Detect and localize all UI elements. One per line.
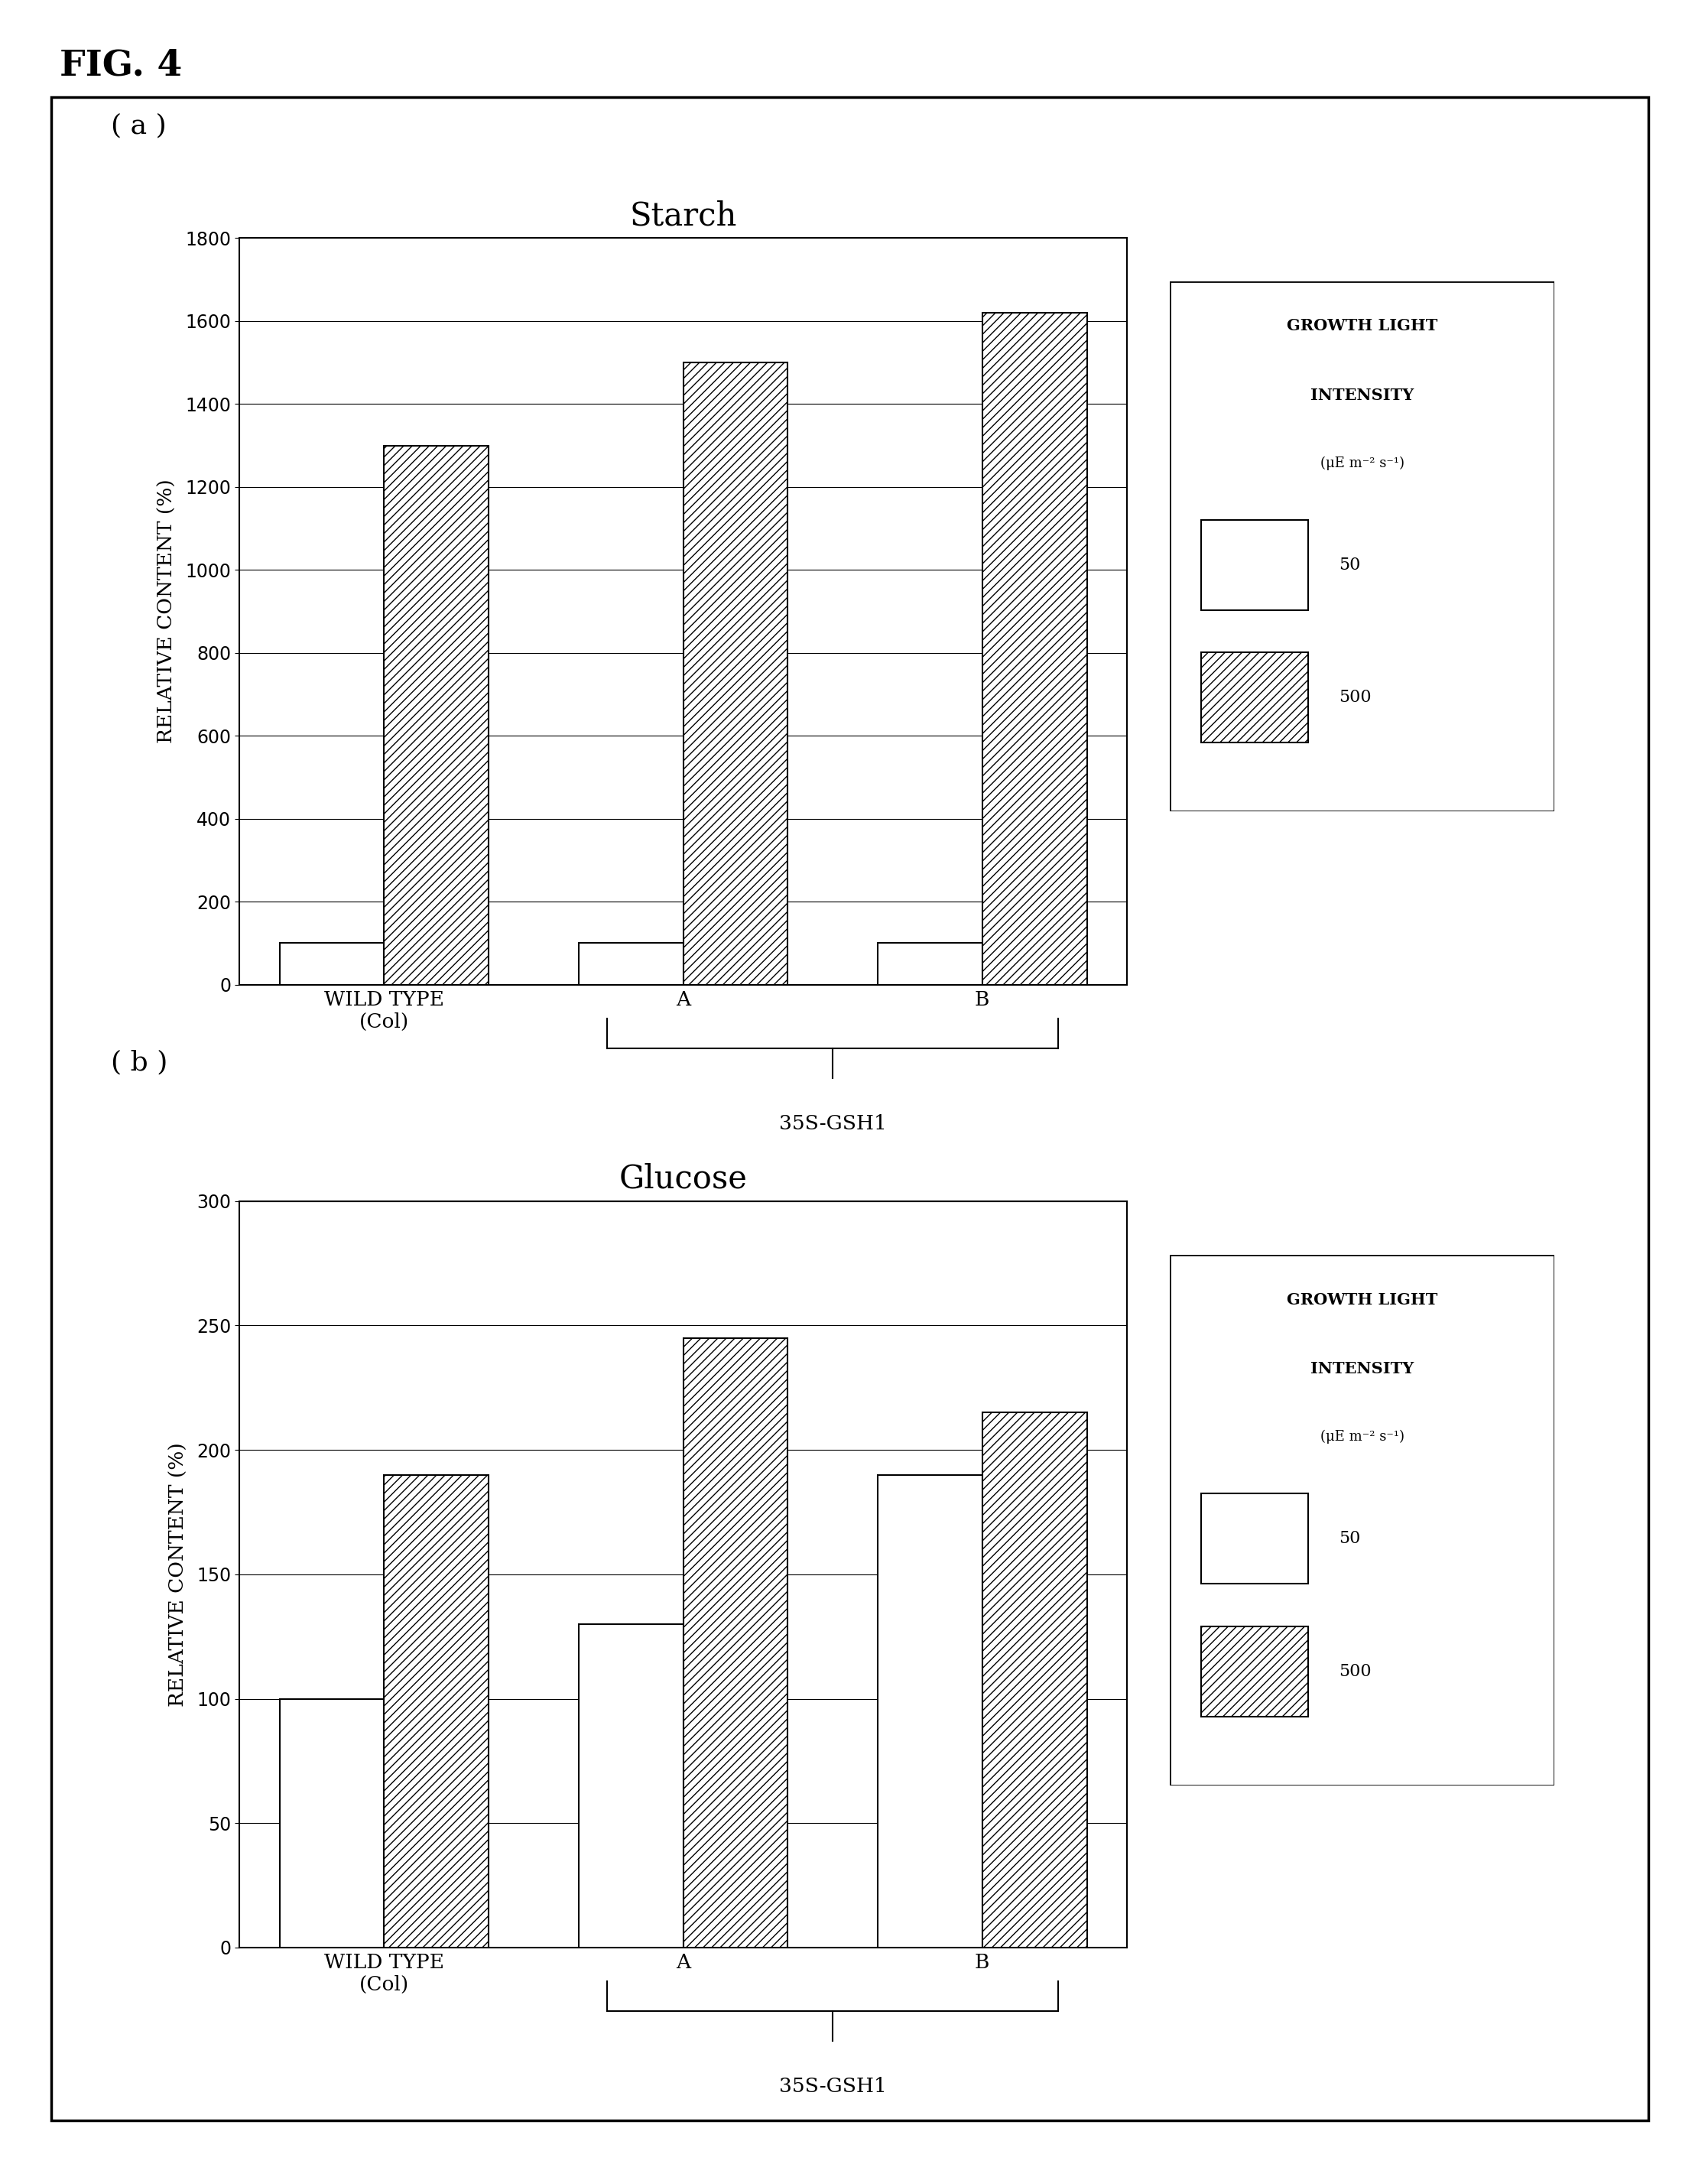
Text: 50: 50: [1339, 556, 1361, 573]
Text: FIG. 4: FIG. 4: [60, 48, 183, 82]
Text: GROWTH LIGHT: GROWTH LIGHT: [1286, 1292, 1438, 1307]
Bar: [982, 1413, 1086, 1948]
Bar: [384, 1476, 488, 1948]
Text: 500: 500: [1339, 688, 1372, 705]
Text: GROWTH LIGHT: GROWTH LIGHT: [1286, 318, 1438, 333]
Bar: [982, 314, 1086, 985]
Bar: [683, 1337, 787, 1948]
Bar: [579, 1623, 683, 1948]
Bar: [878, 1476, 982, 1948]
Bar: [1201, 1627, 1308, 1716]
Text: 35S-GSH1: 35S-GSH1: [779, 1114, 886, 1134]
Text: ( a ): ( a ): [111, 113, 167, 138]
Bar: [1201, 654, 1308, 742]
Bar: [280, 944, 384, 985]
Bar: [1201, 1493, 1308, 1584]
Text: INTENSITY: INTENSITY: [1310, 1361, 1414, 1376]
Text: 35S-GSH1: 35S-GSH1: [779, 2077, 886, 2097]
Text: INTENSITY: INTENSITY: [1310, 387, 1414, 403]
Bar: [1201, 519, 1308, 610]
Text: (μE m⁻² s⁻¹): (μE m⁻² s⁻¹): [1320, 457, 1404, 470]
Text: ( b ): ( b ): [111, 1050, 167, 1076]
Title: Starch: Starch: [630, 199, 736, 232]
Bar: [384, 446, 488, 985]
Bar: [683, 364, 787, 985]
Text: (μE m⁻² s⁻¹): (μE m⁻² s⁻¹): [1320, 1430, 1404, 1443]
Text: 500: 500: [1339, 1662, 1372, 1679]
Y-axis label: RELATIVE CONTENT (%): RELATIVE CONTENT (%): [169, 1441, 188, 1707]
Bar: [280, 1699, 384, 1948]
Bar: [579, 944, 683, 985]
Title: Glucose: Glucose: [618, 1162, 748, 1195]
Y-axis label: RELATIVE CONTENT (%): RELATIVE CONTENT (%): [157, 478, 178, 744]
Bar: [878, 944, 982, 985]
Text: 50: 50: [1339, 1530, 1361, 1547]
